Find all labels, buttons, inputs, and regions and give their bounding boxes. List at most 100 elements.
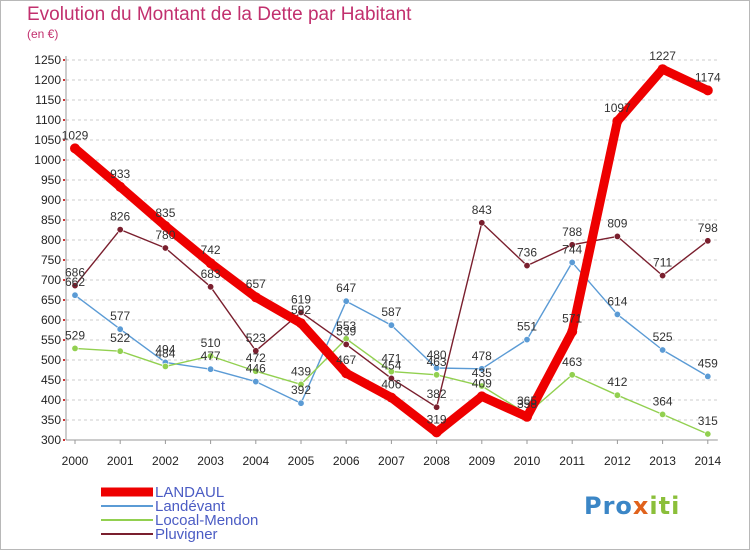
chart-title: Evolution du Montant de la Dette par Hab… — [27, 4, 412, 25]
data-label-land-vant: 459 — [698, 356, 718, 370]
data-label-pluvigner: 539 — [336, 324, 356, 338]
x-tick-label: 2008 — [423, 454, 450, 468]
y-tick-label: 300 — [41, 433, 61, 447]
y-tick-mark — [63, 199, 65, 201]
x-tick-label: 2010 — [514, 454, 541, 468]
x-tick-label: 2000 — [62, 454, 89, 468]
x-tick-label: 2007 — [378, 454, 405, 468]
data-label-landaul: 835 — [155, 206, 175, 220]
y-tick-label: 1200 — [34, 73, 61, 87]
data-label-land-vant: 587 — [381, 305, 401, 319]
data-point-land-vant — [613, 310, 621, 318]
data-point-landaul — [160, 221, 171, 231]
legend-label-locoal-mendon: Locoal-Mendon — [155, 512, 258, 529]
data-label-land-vant: 392 — [291, 383, 311, 397]
data-point-pluvigner — [161, 244, 169, 252]
y-tick-label: 350 — [41, 413, 61, 427]
data-point-locoal-mendon — [116, 347, 124, 355]
data-point-locoal-mendon — [297, 380, 305, 388]
data-point-land-vant — [297, 399, 305, 407]
data-point-locoal-mendon — [252, 367, 260, 375]
data-label-pluvigner: 843 — [472, 203, 492, 217]
y-tick-label: 1000 — [34, 153, 61, 167]
y-tick-mark — [63, 239, 65, 241]
data-label-landaul: 742 — [201, 243, 221, 257]
x-tick-label: 2012 — [604, 454, 631, 468]
data-label-landaul: 406 — [381, 378, 401, 392]
x-tick-label: 2002 — [152, 454, 179, 468]
data-point-landaul — [250, 292, 261, 303]
data-point-landaul — [522, 411, 532, 422]
data-point-pluvigner — [523, 262, 531, 270]
data-point-landaul — [115, 181, 126, 192]
x-tick-label: 2003 — [197, 454, 224, 468]
y-tick-mark — [63, 179, 65, 181]
data-point-landaul — [431, 427, 442, 438]
data-label-land-vant: 477 — [201, 349, 221, 363]
data-point-locoal-mendon — [161, 362, 169, 370]
legend-label-land-vant: Landévant — [155, 498, 226, 515]
data-point-land-vant — [116, 325, 124, 333]
y-tick-label: 900 — [41, 193, 61, 207]
x-tick-label: 2004 — [242, 454, 269, 468]
y-tick-mark — [63, 139, 65, 141]
y-tick-mark — [63, 279, 65, 281]
data-label-landaul: 1227 — [649, 49, 676, 63]
data-point-locoal-mendon — [433, 371, 441, 379]
data-label-locoal-mendon: 365 — [517, 394, 537, 408]
y-tick-label: 650 — [41, 293, 61, 307]
data-point-locoal-mendon — [659, 410, 667, 418]
legend-label-landaul: LANDAUL — [155, 484, 224, 501]
data-point-pluvigner — [659, 272, 667, 280]
data-label-landaul: 933 — [110, 167, 130, 181]
data-point-pluvigner — [704, 237, 712, 245]
data-point-locoal-mendon — [71, 344, 79, 352]
data-label-locoal-mendon: 412 — [607, 375, 627, 389]
data-point-pluvigner — [207, 283, 215, 291]
axes: 300 350 400 450 500 550 600 650 700 750 800 850 900 9… — [34, 53, 721, 468]
y-tick-label: 400 — [41, 393, 61, 407]
y-tick-label: 500 — [41, 353, 61, 367]
y-tick-mark — [63, 439, 65, 441]
y-tick-label: 700 — [41, 273, 61, 287]
data-label-land-vant: 647 — [336, 281, 356, 295]
data-label-locoal-mendon: 553 — [336, 319, 356, 333]
x-tick-label: 2005 — [288, 454, 315, 468]
data-label-pluvigner: 736 — [517, 246, 537, 260]
data-point-landaul — [702, 85, 713, 96]
data-label-pluvigner: 711 — [653, 256, 672, 270]
x-tick-label: 2014 — [694, 454, 721, 468]
data-point-land-vant — [478, 365, 486, 373]
data-label-landaul: 467 — [336, 353, 356, 367]
data-labels: 662 577 494 477 446 392 647 587 480 478 551 744 614 5… — [62, 49, 721, 428]
data-point-land-vant — [433, 364, 441, 372]
data-point-pluvigner — [342, 340, 350, 348]
y-tick-mark — [63, 379, 65, 381]
data-label-landaul: 1174 — [695, 70, 721, 84]
data-point-landaul — [386, 392, 397, 403]
data-point-locoal-mendon — [704, 430, 712, 438]
data-label-locoal-mendon: 435 — [472, 366, 492, 380]
data-point-land-vant — [523, 336, 531, 344]
data-point-landaul — [70, 143, 80, 154]
data-label-locoal-mendon: 522 — [110, 331, 130, 345]
x-tick-label: 2001 — [107, 454, 134, 468]
data-label-land-vant: 480 — [427, 348, 447, 362]
data-label-pluvigner: 683 — [201, 267, 221, 281]
data-point-land-vant — [71, 291, 79, 299]
data-point-landaul — [476, 391, 487, 402]
y-tick-mark — [63, 399, 65, 401]
data-label-locoal-mendon: 463 — [427, 355, 447, 369]
data-label-locoal-mendon: 364 — [653, 394, 673, 408]
data-point-pluvigner — [613, 232, 621, 240]
proxiti-logo: Proxiti — [584, 492, 681, 520]
x-tick-label: 2009 — [468, 454, 495, 468]
data-label-landaul: 358 — [517, 397, 537, 411]
y-tick-label: 550 — [41, 333, 61, 347]
data-point-land-vant — [659, 346, 667, 354]
data-label-land-vant: 525 — [653, 330, 673, 344]
data-label-land-vant: 494 — [155, 342, 175, 356]
y-tick-mark — [63, 159, 65, 161]
